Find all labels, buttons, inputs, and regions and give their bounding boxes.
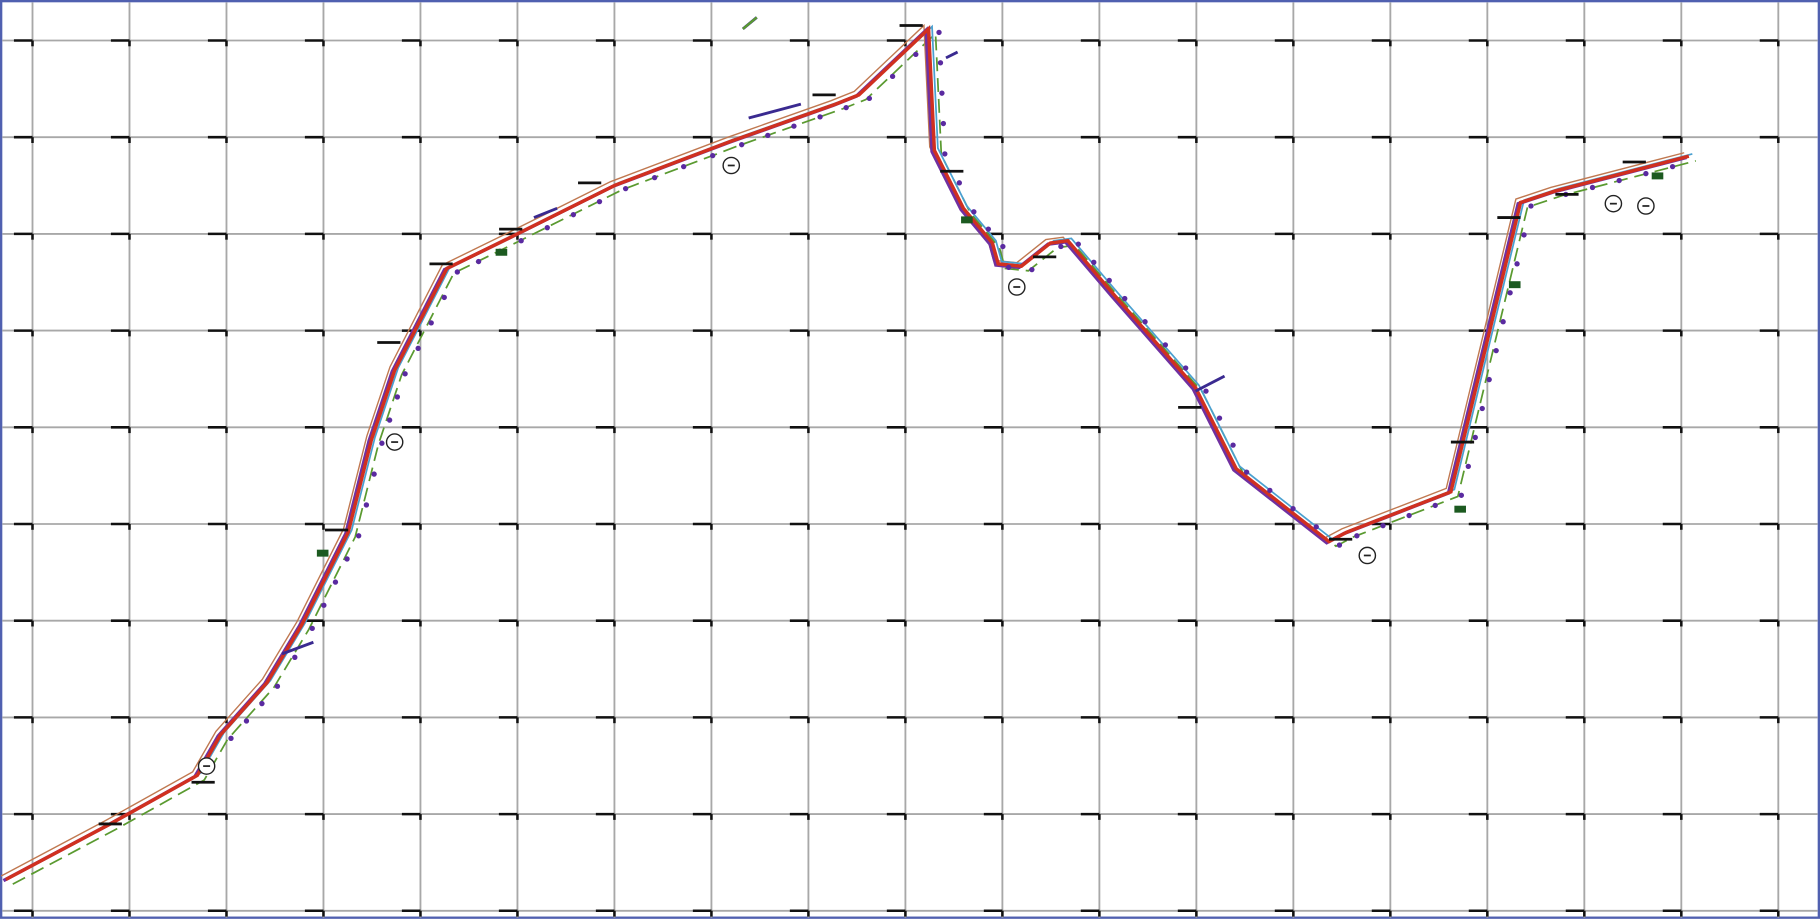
survey-point [228,736,233,741]
equipment-symbol [961,216,973,223]
survey-point [1230,442,1235,447]
survey-point [843,105,848,110]
survey-point [1290,506,1295,511]
survey-point [890,74,895,79]
cad-viewport [0,0,1820,920]
survey-point [1337,542,1342,547]
survey-point [415,346,420,351]
survey-point [710,153,715,158]
survey-point [941,121,946,126]
survey-point [1122,296,1127,301]
survey-point [571,212,576,217]
survey-point [518,238,523,243]
survey-point [739,142,744,147]
survey-point [1354,533,1359,538]
equipment-symbol [1454,506,1466,513]
survey-point [1521,232,1526,237]
survey-point [867,96,872,101]
survey-point [442,295,447,300]
survey-point [275,684,280,689]
survey-point [1000,244,1005,249]
survey-point [1480,406,1485,411]
survey-point [356,533,361,538]
survey-point [1617,178,1622,183]
survey-point [344,556,349,561]
survey-point [623,186,628,191]
survey-point [1473,435,1478,440]
survey-point [1406,513,1411,518]
survey-point [1590,185,1595,190]
survey-point [1487,377,1492,382]
survey-point [1466,464,1471,469]
survey-point [1514,261,1519,266]
survey-point [1091,260,1096,265]
survey-point [292,655,297,660]
survey-point [1433,503,1438,508]
survey-point [1217,415,1222,420]
survey-point [1142,319,1147,324]
survey-point [1244,469,1249,474]
survey-point [379,441,384,446]
survey-point [1076,242,1081,247]
survey-point [476,259,481,264]
survey-point [913,52,918,57]
survey-point [652,175,657,180]
survey-point [1183,365,1188,370]
equipment-symbol [1509,281,1521,288]
survey-point [364,502,369,507]
survey-point [971,209,976,214]
survey-point [545,225,550,230]
survey-point [333,579,338,584]
survey-point [681,164,686,169]
survey-point [429,320,434,325]
survey-point [395,394,400,399]
survey-point [1643,171,1648,176]
survey-point [1493,348,1498,353]
survey-point [986,226,991,231]
survey-point [765,133,770,138]
survey-point [957,180,962,185]
survey-point [387,417,392,422]
equipment-symbol [1652,172,1664,179]
survey-point [1528,203,1533,208]
survey-point [791,123,796,128]
survey-point [1500,319,1505,324]
survey-point [1314,524,1319,529]
survey-point [1670,164,1675,169]
survey-point [942,151,947,156]
survey-point [1107,278,1112,283]
viewport-frame [1,1,1819,918]
survey-point [1459,493,1464,498]
survey-point [371,471,376,476]
survey-point [939,90,944,95]
page: (() => { const ns = 'http://www.w3.org/2… [0,0,1820,920]
survey-point [1163,342,1168,347]
survey-point [1029,267,1034,272]
survey-point [1058,244,1063,249]
survey-point [1267,488,1272,493]
equipment-symbol [496,249,508,256]
survey-point [1380,523,1385,528]
survey-point [817,114,822,119]
survey-point [1006,265,1011,270]
survey-point [259,701,264,706]
survey-point [310,626,315,631]
survey-point [936,30,941,35]
equipment-symbol [317,550,329,557]
survey-point [938,60,943,65]
survey-point [321,603,326,608]
survey-point [402,371,407,376]
survey-point [455,269,460,274]
survey-point [1203,388,1208,393]
survey-point [244,718,249,723]
survey-point [1507,290,1512,295]
survey-point [597,199,602,204]
